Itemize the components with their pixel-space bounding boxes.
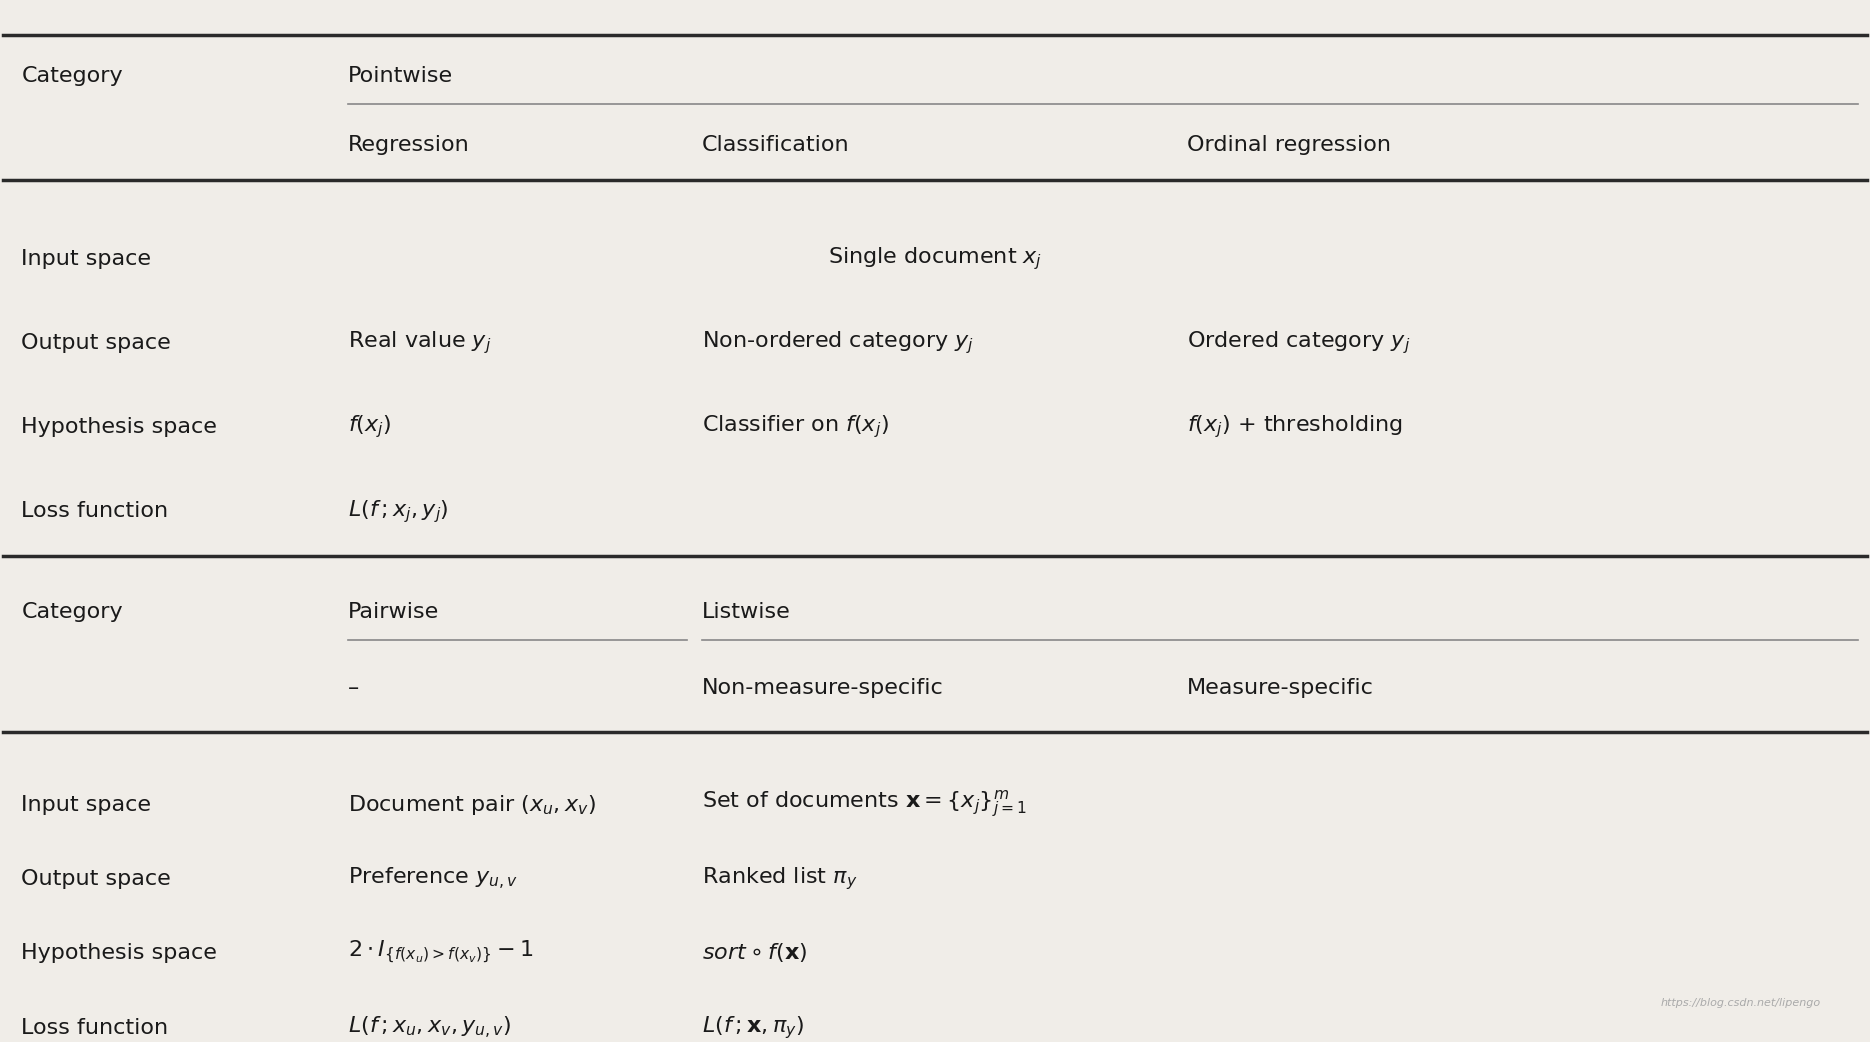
Text: Classifier on $f(x_j)$: Classifier on $f(x_j)$: [701, 414, 888, 441]
Text: Pairwise: Pairwise: [348, 602, 439, 622]
Text: $L(f\,; \mathbf{x}, \pi_y)$: $L(f\,; \mathbf{x}, \pi_y)$: [701, 1015, 804, 1041]
Text: Hypothesis space: Hypothesis space: [21, 417, 217, 437]
Text: $f(x_j)$: $f(x_j)$: [348, 414, 391, 441]
Text: Loss function: Loss function: [21, 501, 168, 521]
Text: Hypothesis space: Hypothesis space: [21, 943, 217, 963]
Text: Ordered category $y_j$: Ordered category $y_j$: [1187, 329, 1410, 356]
Text: https://blog.csdn.net/lipengo: https://blog.csdn.net/lipengo: [1661, 997, 1821, 1008]
Text: Input space: Input space: [21, 795, 151, 815]
Text: Preference $y_{u,v}$: Preference $y_{u,v}$: [348, 866, 518, 892]
Text: Input space: Input space: [21, 249, 151, 269]
Text: Non-measure-specific: Non-measure-specific: [701, 678, 944, 698]
Text: Real value $y_j$: Real value $y_j$: [348, 329, 492, 356]
Text: Listwise: Listwise: [701, 602, 791, 622]
Text: Pointwise: Pointwise: [348, 66, 453, 85]
Text: –: –: [348, 678, 359, 698]
Text: Output space: Output space: [21, 869, 172, 889]
Text: Classification: Classification: [701, 134, 849, 155]
Text: Category: Category: [21, 66, 123, 85]
Text: Ordinal regression: Ordinal regression: [1187, 134, 1391, 155]
Text: $L(f\,; x_j, y_j)$: $L(f\,; x_j, y_j)$: [348, 498, 449, 525]
Text: Measure-specific: Measure-specific: [1187, 678, 1374, 698]
Text: $f(x_j)$ + thresholding: $f(x_j)$ + thresholding: [1187, 414, 1402, 441]
Text: $2 \cdot I_{\{f(x_u)>f(x_v)\}} - 1$: $2 \cdot I_{\{f(x_u)>f(x_v)\}} - 1$: [348, 939, 533, 966]
Text: $\mathit{sort} \circ f(\mathbf{x})$: $\mathit{sort} \circ f(\mathbf{x})$: [701, 941, 808, 964]
Text: Regression: Regression: [348, 134, 469, 155]
Text: $L(f\,; x_u, x_v, y_{u,v})$: $L(f\,; x_u, x_v, y_{u,v})$: [348, 1015, 511, 1041]
Text: Category: Category: [21, 602, 123, 622]
Text: Document pair $(x_u, x_v)$: Document pair $(x_u, x_v)$: [348, 793, 597, 817]
Text: Non-ordered category $y_j$: Non-ordered category $y_j$: [701, 329, 974, 356]
Text: Loss function: Loss function: [21, 1018, 168, 1038]
Text: Ranked list $\pi_y$: Ranked list $\pi_y$: [701, 865, 858, 892]
Text: Output space: Output space: [21, 332, 172, 353]
Text: Set of documents $\mathbf{x} = \{x_j\}_{j=1}^{m}$: Set of documents $\mathbf{x} = \{x_j\}_{…: [701, 789, 1027, 820]
Text: Single document $x_j$: Single document $x_j$: [828, 245, 1042, 272]
